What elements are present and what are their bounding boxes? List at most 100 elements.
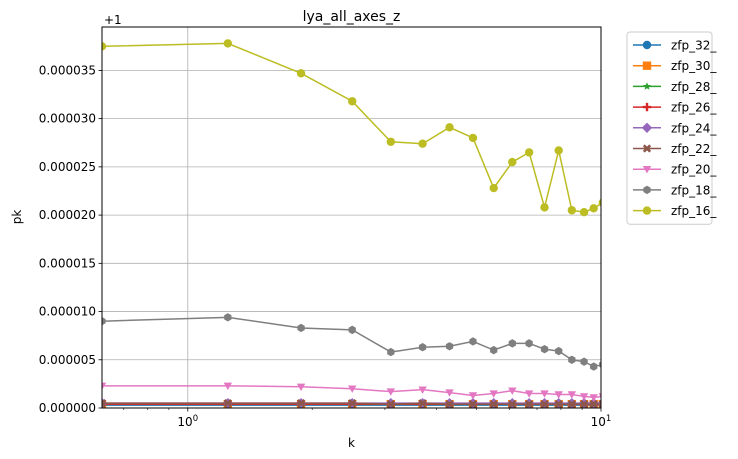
data-point	[598, 393, 601, 398]
legend-item: zfp_28_	[633, 80, 717, 94]
data-point	[540, 344, 549, 354]
legend-label: zfp_26_	[671, 101, 717, 115]
data-point	[598, 198, 601, 207]
data-point	[418, 343, 427, 352]
data-point	[445, 342, 454, 351]
data-point	[490, 345, 498, 355]
legend-item: zfp_18_	[633, 183, 717, 197]
grid	[102, 27, 602, 409]
legend-item: zfp_26_	[633, 101, 717, 115]
data-point	[525, 339, 533, 348]
data-point	[599, 361, 601, 368]
data-point	[590, 362, 598, 371]
legend-item: zfp_22_	[633, 142, 717, 156]
data-point	[102, 316, 106, 326]
legend-label: zfp_22_	[671, 142, 717, 156]
y-tick-label: 0.000015	[39, 256, 96, 270]
series-zfp-20	[102, 382, 601, 402]
data-point	[589, 204, 598, 213]
y-tick-label: 0.000035	[39, 63, 96, 77]
data-point	[489, 183, 498, 193]
legend-label: zfp_30_	[671, 59, 717, 73]
data-point	[567, 391, 577, 399]
data-point	[468, 133, 478, 143]
series-zfp-22	[102, 399, 601, 408]
data-point	[418, 399, 427, 408]
legend-label: zfp_18_	[671, 183, 717, 197]
data-point	[102, 399, 107, 408]
data-point	[579, 400, 589, 408]
data-point	[348, 385, 357, 393]
data-point	[386, 388, 396, 396]
data-point	[468, 400, 478, 408]
data-point	[540, 203, 549, 212]
y-tick-label: 0.000025	[39, 160, 96, 174]
data-point	[348, 97, 357, 106]
data-point	[554, 400, 563, 408]
data-point	[568, 355, 576, 364]
legend-label: zfp_20_	[671, 163, 717, 177]
data-point	[223, 39, 233, 48]
data-point	[643, 82, 651, 90]
y-tick-label: 0.000000	[39, 401, 96, 415]
legend-item: zfp_16_	[633, 204, 717, 218]
data-point	[555, 346, 563, 356]
axes: 0.000000 0.000005 0.000010 0.000015 0.000020…	[39, 63, 612, 429]
data-point	[445, 123, 454, 132]
data-point	[642, 61, 652, 70]
plot-frame	[101, 26, 602, 409]
chart-title: lya_all_axes_z	[303, 9, 401, 25]
data-point	[418, 139, 427, 148]
legend-item: zfp_20_	[633, 163, 717, 177]
legend-item: zfp_32_	[633, 39, 717, 53]
series-line	[102, 42, 601, 213]
data-point	[387, 347, 395, 357]
data-point	[641, 122, 653, 133]
data-point	[567, 206, 577, 215]
data-point	[348, 325, 356, 335]
data-point	[524, 390, 534, 398]
data-point	[642, 206, 652, 215]
legend-item: zfp_30_	[633, 59, 717, 73]
x-tick-label: 100	[177, 414, 198, 429]
data-point	[524, 148, 534, 157]
data-point	[540, 400, 549, 408]
data-point	[540, 390, 549, 398]
y-axis-label: pk	[10, 210, 24, 225]
legend: zfp_32_ zfp_30_ zfp_28_ zfp_26_ zfp_24_ zfp_2…	[626, 31, 717, 225]
data-point	[525, 400, 534, 408]
data-point	[445, 389, 454, 397]
data-point	[554, 391, 563, 399]
data-point	[296, 383, 306, 391]
series-layer	[102, 39, 601, 408]
legend-frame	[626, 31, 713, 225]
x-tick-label: 101	[591, 414, 612, 429]
data-point	[508, 400, 517, 408]
data-point	[508, 339, 516, 348]
data-point	[102, 42, 107, 51]
data-point	[643, 185, 651, 195]
data-point	[567, 400, 576, 408]
legend-label: zfp_28_	[671, 80, 717, 94]
legend-item: zfp_24_	[633, 121, 717, 135]
data-point	[223, 382, 233, 391]
data-point	[554, 146, 563, 155]
data-point	[642, 102, 652, 112]
x-axis-label: k	[348, 436, 355, 450]
data-point	[508, 387, 517, 395]
data-point	[489, 390, 498, 398]
series-zfp-18	[102, 313, 601, 371]
y-tick-label: 0.000010	[39, 305, 96, 319]
data-point	[642, 144, 652, 153]
data-point	[296, 69, 306, 78]
data-point	[297, 323, 305, 333]
y-tick-label: 0.000030	[39, 112, 96, 126]
data-point	[223, 399, 232, 408]
data-point	[445, 400, 454, 408]
y-offset-label: +1	[104, 13, 122, 27]
data-point	[579, 393, 589, 401]
data-point	[508, 157, 517, 167]
data-point	[296, 399, 306, 408]
y-tick-label: 0.000020	[39, 208, 96, 222]
